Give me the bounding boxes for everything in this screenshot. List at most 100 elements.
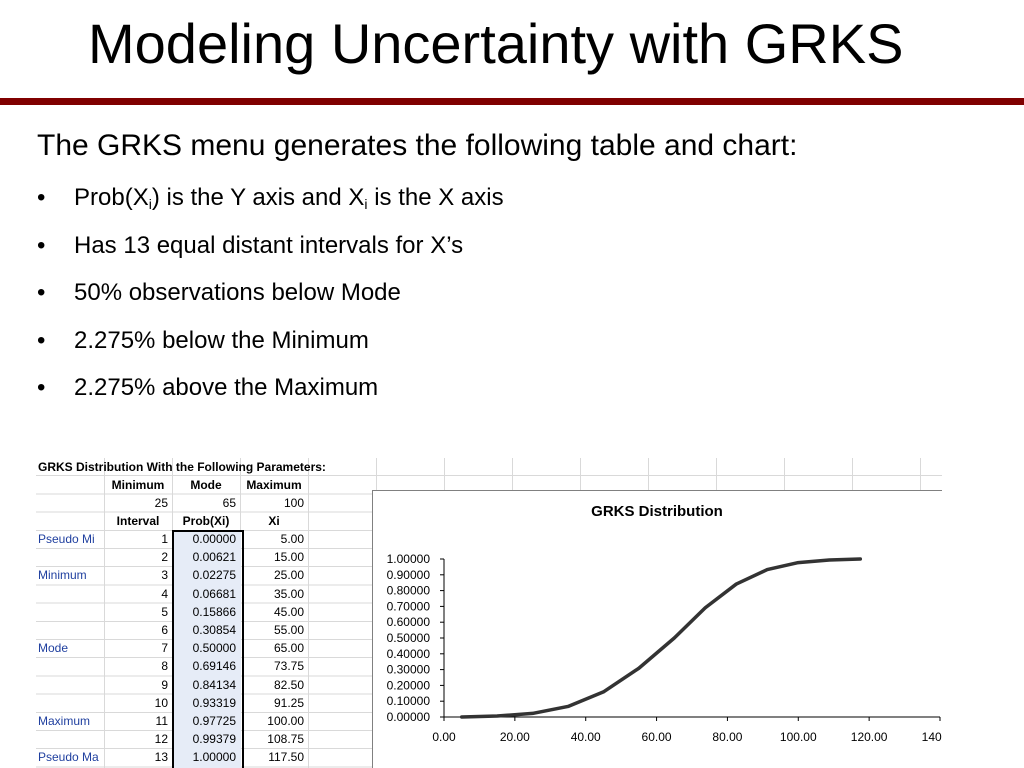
xi-cell: 15.00 [273, 550, 304, 565]
prob-cell: 0.69146 [192, 659, 236, 674]
xi-cell: 55.00 [273, 623, 304, 637]
sheet-column-line [104, 458, 105, 768]
y-tick-label: 0.70000 [387, 599, 431, 613]
y-tick-label: 0.40000 [387, 647, 431, 661]
interval-cell: 5 [161, 604, 168, 619]
xi-cell: 82.50 [273, 677, 304, 692]
prob-column-highlight [173, 531, 241, 768]
y-tick-label: 0.20000 [387, 678, 431, 692]
row-label-cell: Pseudo Ma [38, 750, 99, 765]
data-point [703, 606, 707, 610]
prob-cell: 0.06681 [192, 586, 236, 601]
prob-cell: 0.15866 [192, 604, 236, 619]
bullet-text-part: Prob(X [74, 184, 149, 211]
prob-cell: 0.00621 [192, 550, 236, 565]
x-tick-label: 20.00 [500, 730, 530, 744]
data-point [827, 558, 831, 562]
intro-text: The GRKS menu generates the following ta… [37, 129, 798, 162]
data-point [637, 666, 641, 670]
data-point [796, 561, 800, 565]
prob-cell: 0.00000 [192, 532, 236, 546]
col-header-prob: Prob(Xi) [182, 514, 230, 528]
prob-cell: 0.93319 [192, 695, 236, 710]
data-point [765, 568, 769, 572]
param-value-minimum: 25 [154, 496, 168, 510]
xi-cell: 35.00 [273, 586, 304, 601]
data-point [858, 557, 862, 561]
prob-column-outline [172, 530, 244, 768]
param-value-maximum: 100 [283, 496, 304, 510]
bullet-text: 2.275% above the Maximum [74, 374, 379, 401]
interval-cell: 12 [154, 732, 168, 747]
interval-cell: 2 [161, 550, 168, 565]
xi-cell: 25.00 [273, 568, 304, 583]
data-point [460, 715, 464, 719]
chart-panel[interactable]: GRKS Distribution 0.00000 0.10000 0.20000 0… [372, 490, 942, 768]
interval-cell: 6 [161, 623, 168, 637]
xi-cell: 91.25 [273, 695, 304, 710]
col-header-xi: Xi [268, 514, 280, 528]
spreadsheet-region: GRKS Distribution With the Following Par… [36, 458, 942, 768]
xi-cell: 65.00 [273, 641, 304, 656]
row-label-cell [38, 730, 104, 748]
interval-cell: 1 [161, 532, 168, 546]
bullet-dot: • [37, 231, 46, 259]
series-line [459, 557, 863, 719]
xi-cell: 117.50 [268, 750, 304, 765]
prob-cell: 0.30854 [192, 623, 236, 637]
param-value-mode: 65 [222, 496, 236, 510]
bullet-dot: • [37, 279, 46, 306]
slide-title: Modeling Uncertainty with GRKS [88, 12, 904, 75]
prob-cell: 0.02275 [192, 568, 236, 583]
bullet-dot: • [37, 374, 46, 401]
prob-cell: 1.00000 [192, 750, 236, 765]
row-label-cell [38, 585, 104, 603]
param-header-maximum: Maximum [246, 478, 302, 492]
y-tick-label: 0.90000 [387, 568, 431, 582]
y-tick-label: 0.50000 [387, 631, 431, 645]
data-point [495, 714, 499, 718]
interval-cell: 8 [161, 659, 168, 674]
xi-cell: 5.00 [280, 532, 304, 546]
y-tick-label: 0.30000 [387, 663, 431, 677]
subscript: i [364, 196, 368, 212]
bullet-text: 50% observations below Mode [74, 279, 401, 306]
y-tick-label: 0.60000 [387, 615, 431, 629]
x-tick-label: 120.00 [851, 730, 888, 744]
row-label-cell [38, 657, 104, 675]
param-header-minimum: Minimum [111, 478, 165, 492]
row-label-cell [38, 603, 104, 621]
bullet-dot: • [37, 326, 46, 354]
interval-cell: 10 [154, 695, 168, 710]
interval-cell: 13 [154, 750, 168, 765]
interval-cell: 11 [155, 714, 168, 728]
data-point [672, 636, 676, 640]
data-point [566, 704, 570, 708]
subscript: i [148, 196, 152, 212]
x-tick-label: 100.00 [780, 730, 817, 744]
xi-cell: 73.75 [273, 659, 304, 674]
xi-cell: 108.75 [267, 732, 304, 747]
interval-cell: 3 [161, 568, 168, 583]
row-label-cell [38, 548, 104, 566]
x-tick-label: 0.00 [432, 730, 456, 744]
row-label-cell [38, 694, 104, 712]
row-label-cell [38, 676, 104, 694]
x-tick-label: 80.00 [712, 730, 742, 744]
y-tick-label: 1.00000 [387, 552, 431, 566]
prob-cell: 0.84134 [192, 677, 236, 692]
chart-title: GRKS Distribution [591, 503, 723, 520]
interval-cell: 7 [161, 641, 168, 656]
row-label-cell: Maximum [38, 714, 91, 728]
bullet-text: 2.275% below the Minimum [74, 326, 369, 354]
param-header-mode: Mode [190, 478, 222, 492]
row-label-cell: Pseudo Mi [38, 532, 95, 546]
row-label-cell: Minimum [38, 568, 87, 583]
prob-cell: 0.97725 [192, 714, 236, 728]
col-header-interval: Interval [116, 514, 160, 528]
row-label-cell: Mode [38, 641, 69, 656]
prob-cell: 0.50000 [192, 641, 236, 656]
y-tick-label: 0.10000 [387, 694, 431, 708]
interval-cell: 4 [161, 586, 168, 601]
